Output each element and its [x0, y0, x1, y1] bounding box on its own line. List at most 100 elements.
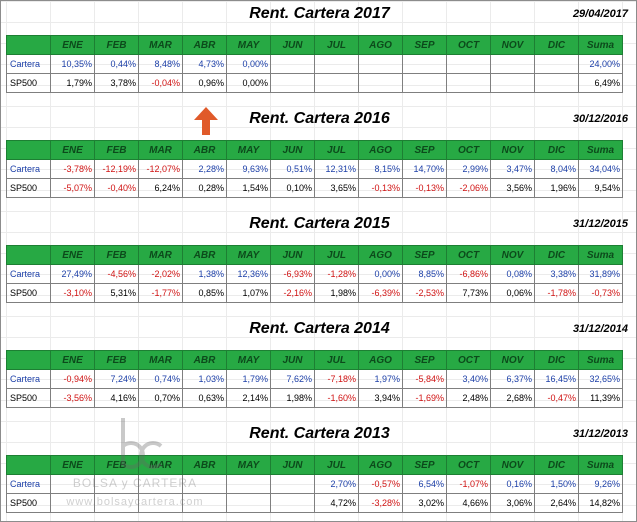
month-header-cell: MAR: [138, 140, 183, 160]
value-cell: 1,96%: [534, 178, 579, 198]
month-header-cell: JUL: [314, 455, 359, 475]
value-cell: -6,39%: [358, 283, 403, 303]
value-cell: [490, 73, 535, 93]
year-title-row: Rent. Cartera 2017 29/04/2017: [1, 1, 637, 35]
year-block: Rent. Cartera 2014 31/12/2014 ENE FEB MAR ABR…: [1, 316, 637, 410]
year-date: 31/12/2014: [572, 323, 628, 335]
month-header-cell: ABR: [182, 35, 227, 55]
year-date: 31/12/2013: [572, 428, 628, 440]
month-header-cell: NOV: [490, 350, 535, 370]
value-cell: [314, 73, 359, 93]
month-header-cell: ABR: [182, 245, 227, 265]
month-header-cell: ENE: [50, 140, 95, 160]
value-cell: 2,28%: [182, 159, 227, 179]
row-label-cell: SP500: [6, 283, 51, 303]
value-cell: [358, 54, 403, 74]
value-cell: 0,00%: [226, 73, 271, 93]
value-cell: [50, 493, 95, 513]
month-header-cell: JUN: [270, 245, 315, 265]
value-cell: 34,04%: [578, 159, 623, 179]
value-cell: -4,56%: [94, 264, 139, 284]
value-cell: 0,16%: [490, 474, 535, 494]
value-cell: 2,64%: [534, 493, 579, 513]
cartera-row: Cartera -3,78% -12,19% -12,07% 2,28% 9,63% 0,5…: [6, 159, 623, 179]
value-cell: 1,98%: [270, 388, 315, 408]
month-header-cell: OCT: [446, 350, 491, 370]
value-cell: 0,63%: [182, 388, 227, 408]
value-cell: 5,31%: [94, 283, 139, 303]
value-cell: [138, 474, 183, 494]
month-header-row: ENE FEB MAR ABR MAY JUN JUL AGO SEP OCT NOV DIC Suma: [6, 350, 623, 370]
sp500-row: SP500 -3,56% 4,16% 0,70% 0,63% 2,14% 1,98% -1,6…: [6, 388, 623, 408]
value-cell: 3,02%: [402, 493, 447, 513]
value-cell: -2,02%: [138, 264, 183, 284]
row-label-cell: SP500: [6, 493, 51, 513]
year-title-row: Rent. Cartera 2016 30/12/2016: [1, 106, 637, 140]
value-cell: -1,69%: [402, 388, 447, 408]
year-block: Rent. Cartera 2013 31/12/2013 ENE FEB MAR ABR…: [1, 421, 637, 515]
returns-table: ENE FEB MAR ABR MAY JUN JUL AGO SEP OCT NOV DIC Suma…: [6, 455, 623, 513]
value-cell: -2,16%: [270, 283, 315, 303]
value-cell: -3,56%: [50, 388, 95, 408]
row-label-cell: SP500: [6, 388, 51, 408]
value-cell: 4,16%: [94, 388, 139, 408]
value-cell: -5,07%: [50, 178, 95, 198]
value-cell: [270, 54, 315, 74]
value-cell: -1,07%: [446, 474, 491, 494]
value-cell: 0,28%: [182, 178, 227, 198]
year-title: Rent. Cartera 2014: [249, 320, 390, 337]
value-cell: 1,98%: [314, 283, 359, 303]
value-cell: [94, 474, 139, 494]
year-date: 31/12/2015: [572, 218, 628, 230]
year-title-row: Rent. Cartera 2014 31/12/2014: [1, 316, 637, 350]
value-cell: [402, 54, 447, 74]
month-header-cell: FEB: [94, 350, 139, 370]
value-cell: [226, 493, 271, 513]
value-cell: -12,07%: [138, 159, 183, 179]
year-block: Rent. Cartera 2017 29/04/2017 ENE FEB MAR ABR…: [1, 1, 637, 95]
value-cell: 6,37%: [490, 369, 535, 389]
month-header-cell: DIC: [534, 350, 579, 370]
value-cell: 4,72%: [314, 493, 359, 513]
month-header-cell: MAR: [138, 245, 183, 265]
value-cell: [446, 73, 491, 93]
value-cell: -0,94%: [50, 369, 95, 389]
value-cell: 1,79%: [50, 73, 95, 93]
month-header-cell: ABR: [182, 350, 227, 370]
month-header-cell: SEP: [402, 350, 447, 370]
value-cell: 3,06%: [490, 493, 535, 513]
cartera-row: Cartera 10,35% 0,44% 8,48% 4,73% 0,00% 24,00%: [6, 54, 623, 74]
value-cell: 12,36%: [226, 264, 271, 284]
month-header-cell: OCT: [446, 455, 491, 475]
value-cell: -2,06%: [446, 178, 491, 198]
value-cell: [226, 474, 271, 494]
value-cell: 3,47%: [490, 159, 535, 179]
row-label-cell: Cartera: [6, 264, 51, 284]
month-header-cell: MAY: [226, 35, 271, 55]
returns-table: ENE FEB MAR ABR MAY JUN JUL AGO SEP OCT NOV DIC Suma…: [6, 350, 623, 408]
value-cell: -3,78%: [50, 159, 95, 179]
month-header-cell: MAR: [138, 350, 183, 370]
value-cell: 0,06%: [490, 283, 535, 303]
row-label-cell: Cartera: [6, 369, 51, 389]
returns-table: ENE FEB MAR ABR MAY JUN JUL AGO SEP OCT NOV DIC Suma…: [6, 35, 623, 93]
month-header-cell: Suma: [578, 350, 623, 370]
value-cell: [402, 73, 447, 93]
value-cell: [94, 493, 139, 513]
value-cell: 8,85%: [402, 264, 447, 284]
month-header-cell: AGO: [358, 35, 403, 55]
month-header-cell: ENE: [50, 455, 95, 475]
value-cell: 10,35%: [50, 54, 95, 74]
header-corner-cell: [6, 140, 51, 160]
header-corner-cell: [6, 35, 51, 55]
sp500-row: SP500 -3,10% 5,31% -1,77% 0,85% 1,07% -2,16% 1,…: [6, 283, 623, 303]
value-cell: 3,56%: [490, 178, 535, 198]
month-header-cell: FEB: [94, 35, 139, 55]
month-header-cell: JUN: [270, 455, 315, 475]
value-cell: 1,07%: [226, 283, 271, 303]
value-cell: 1,79%: [226, 369, 271, 389]
month-header-cell: OCT: [446, 140, 491, 160]
value-cell: [270, 493, 315, 513]
month-header-cell: JUL: [314, 245, 359, 265]
year-title: Rent. Cartera 2017: [249, 5, 390, 22]
